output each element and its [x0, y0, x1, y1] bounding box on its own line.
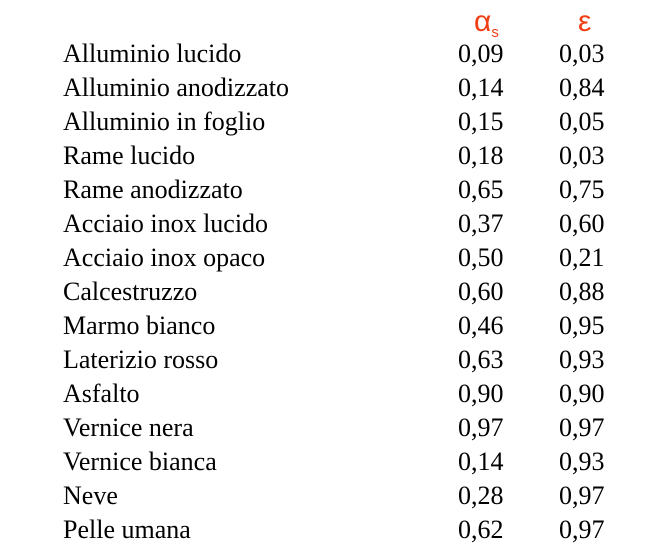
alpha-s-value: 0,63 [458, 345, 504, 374]
alpha-s-value: 0,09 [458, 39, 504, 68]
table-row: Alluminio anodizzato 0,14 0,84 [0, 71, 670, 105]
alpha-s-value: 0,15 [458, 107, 504, 136]
material-name: Calcestruzzo [63, 277, 198, 306]
alpha-symbol: α [474, 5, 492, 38]
table-row: Vernice nera 0,97 0,97 [0, 411, 670, 445]
alpha-s-value: 0,62 [458, 515, 504, 544]
material-name: Marmo bianco [63, 311, 216, 340]
material-name: Rame lucido [63, 141, 196, 170]
epsilon-value: 0,21 [559, 243, 605, 272]
epsilon-value: 0,90 [559, 379, 605, 408]
alpha-subscript: s [491, 24, 499, 41]
table-row: Alluminio in foglio 0,15 0,05 [0, 105, 670, 139]
alpha-s-value: 0,37 [458, 209, 504, 238]
epsilon-value: 0,84 [559, 73, 605, 102]
epsilon-value: 0,05 [559, 107, 605, 136]
epsilon-value: 0,03 [559, 141, 605, 170]
material-name: Alluminio in foglio [63, 107, 266, 136]
table-row: Rame anodizzato 0,65 0,75 [0, 173, 670, 207]
table-row: Acciaio inox opaco 0,50 0,21 [0, 241, 670, 275]
alpha-s-value: 0,14 [458, 73, 504, 102]
alpha-s-value: 0,46 [458, 311, 504, 340]
table-header: αs ε [0, 0, 670, 44]
table-row: Neve 0,28 0,97 [0, 479, 670, 513]
table-row: Acciaio inox lucido 0,37 0,60 [0, 207, 670, 241]
alpha-s-value: 0,65 [458, 175, 504, 204]
epsilon-value: 0,93 [559, 447, 605, 476]
alpha-s-header: αs [474, 2, 499, 47]
material-name: Alluminio anodizzato [63, 73, 290, 102]
material-name: Asfalto [63, 379, 140, 408]
table-row: Marmo bianco 0,46 0,95 [0, 309, 670, 343]
epsilon-value: 0,60 [559, 209, 605, 238]
epsilon-value: 0,95 [559, 311, 605, 340]
table-row: Vernice bianca 0,14 0,93 [0, 445, 670, 479]
material-name: Alluminio lucido [63, 39, 242, 68]
epsilon-value: 0,75 [559, 175, 605, 204]
table-row: Alluminio lucido 0,09 0,03 [0, 37, 670, 71]
table-row: Calcestruzzo 0,60 0,88 [0, 275, 670, 309]
epsilon-value: 0,97 [559, 515, 605, 544]
table-row: Pelle umana 0,62 0,97 [0, 513, 670, 547]
epsilon-value: 0,93 [559, 345, 605, 374]
material-name: Laterizio rosso [63, 345, 219, 374]
alpha-s-value: 0,90 [458, 379, 504, 408]
material-name: Vernice bianca [63, 447, 217, 476]
table-row: Rame lucido 0,18 0,03 [0, 139, 670, 173]
epsilon-header: ε [578, 5, 592, 38]
table-body: Alluminio lucido 0,09 0,03 Alluminio ano… [0, 37, 670, 547]
table-row: Asfalto 0,90 0,90 [0, 377, 670, 411]
alpha-s-value: 0,18 [458, 141, 504, 170]
alpha-s-value: 0,60 [458, 277, 504, 306]
alpha-s-value: 0,97 [458, 413, 504, 442]
epsilon-value: 0,97 [559, 481, 605, 510]
material-name: Neve [63, 481, 118, 510]
epsilon-value: 0,97 [559, 413, 605, 442]
table-row: Laterizio rosso 0,63 0,93 [0, 343, 670, 377]
alpha-s-value: 0,14 [458, 447, 504, 476]
epsilon-value: 0,88 [559, 277, 605, 306]
epsilon-value: 0,03 [559, 39, 605, 68]
alpha-s-value: 0,50 [458, 243, 504, 272]
material-name: Acciaio inox lucido [63, 209, 269, 238]
material-name: Vernice nera [63, 413, 194, 442]
alpha-s-value: 0,28 [458, 481, 504, 510]
material-name: Acciaio inox opaco [63, 243, 266, 272]
material-name: Pelle umana [63, 515, 191, 544]
material-name: Rame anodizzato [63, 175, 243, 204]
